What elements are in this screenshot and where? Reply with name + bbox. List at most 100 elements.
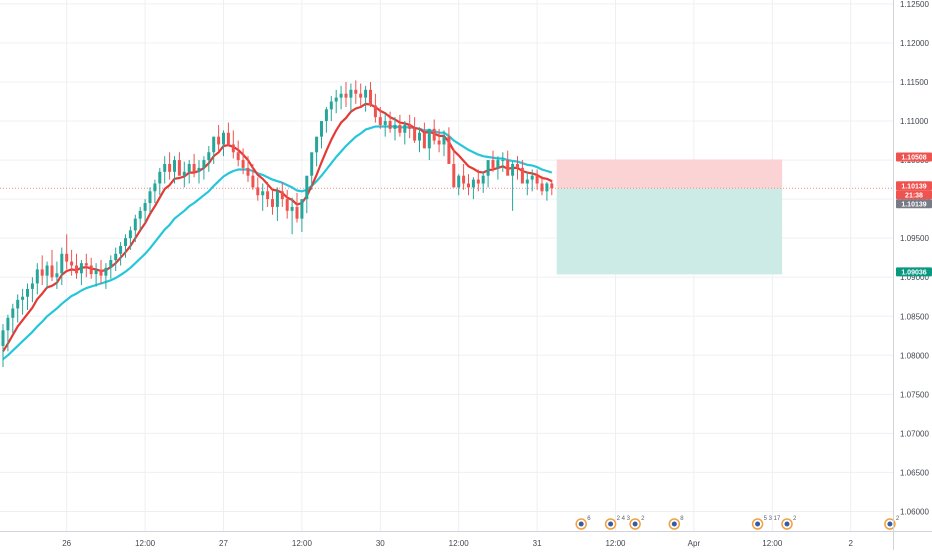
time-tick-label: 27 [219,539,228,548]
candle [462,163,466,190]
price-label-text: 1.10139 [901,183,926,190]
candle-body [21,296,25,300]
candle [398,114,402,137]
event-marker[interactable]: 2 [629,516,645,530]
candle-body [124,238,127,246]
flag-icon [784,521,790,527]
price-tick-label: 1.06500 [900,468,929,477]
candle [442,130,446,157]
candle-body [422,132,426,149]
candle [535,169,539,190]
candle [55,261,59,289]
event-marker[interactable]: 8 [668,516,684,530]
candle-body [383,121,387,125]
candle [202,156,206,180]
candle-body [329,101,333,110]
time-tick-label: 30 [376,539,385,548]
candle [413,117,417,143]
candle [70,249,74,276]
price-label-text: 1.09036 [901,269,926,276]
economic-events[interactable]: 6 2 4 3 2 8 5 3 17 2 2 [575,516,900,530]
candle-body [354,89,358,94]
candle-body [138,210,142,219]
candle-body [275,191,279,207]
candle-body [535,175,539,184]
candle-body [246,167,250,176]
candle [520,160,524,184]
candle-body [207,152,211,161]
candle-body [447,136,451,164]
time-tick-label: 2 [848,539,853,548]
ema-fast-line [2,102,553,352]
candle [30,277,34,303]
candle-body [256,187,260,196]
flag-icon [755,521,761,527]
candle [212,136,216,164]
candle-body [133,218,137,231]
candle-body [462,175,466,184]
candle-body [16,299,20,309]
price-tick-label: 1.11000 [900,117,929,126]
candle [84,253,88,278]
candle [354,80,358,104]
candle-body [398,124,402,133]
candle [65,234,69,270]
candle [506,150,510,176]
event-count-label: 2 4 3 [617,516,631,522]
event-marker[interactable]: 2 [781,516,797,530]
candle-body [163,163,167,172]
candle [99,260,103,284]
candle-body [295,206,299,219]
event-marker[interactable]: 6 [575,516,591,530]
candle-body [30,283,34,289]
candle-body [70,261,74,266]
price-tick-label: 1.07000 [900,429,929,438]
candle-body [511,163,515,176]
candles [1,80,554,368]
stop-loss-zone[interactable] [556,159,783,189]
candle [545,181,549,201]
time-tick-label: 12:00 [135,539,156,548]
candle [275,187,279,221]
candle-body [344,93,348,98]
event-count-label: 8 [680,516,684,522]
candle [158,167,162,196]
candle [373,93,377,123]
time-tick-label: Apr [688,539,701,548]
event-marker[interactable]: 2 [884,516,900,530]
flag-icon [671,521,677,527]
candle [241,148,245,175]
candle-body [35,269,39,284]
candle [60,247,64,286]
candle [457,174,461,196]
candle-body [173,160,176,172]
candle-body [520,167,524,184]
candle [324,106,328,133]
candle-body [491,160,495,168]
candle-body [315,136,319,153]
candle [383,113,387,137]
take-profit-zone[interactable] [556,188,783,275]
candle-body [369,89,372,106]
price-tick-label: 1.12500 [900,0,929,9]
candle [124,234,127,258]
candle-body [349,89,353,98]
candle [467,174,470,196]
candle [359,83,363,107]
candle-body [310,152,314,176]
time-tick-label: 31 [533,539,542,548]
candle [128,226,132,250]
candle-body [467,183,470,188]
candle [177,152,181,176]
candle [1,324,5,368]
candle [525,171,529,196]
candle-body [79,263,83,274]
event-marker[interactable]: 2 4 3 [604,516,631,530]
candle [271,189,274,215]
position-tool[interactable] [0,159,893,275]
event-marker[interactable]: 5 3 17 [751,516,781,530]
price-label-text: 1.10508 [901,154,926,161]
